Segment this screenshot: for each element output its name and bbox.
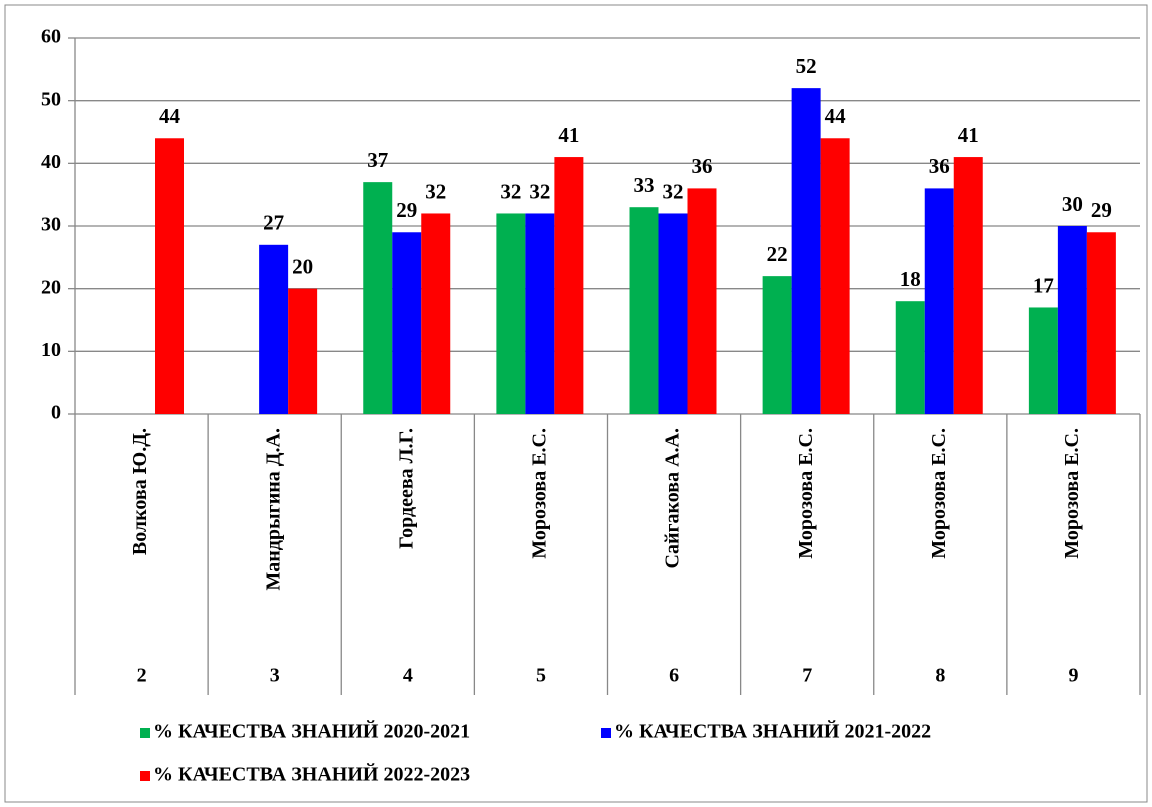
data-label: 36 xyxy=(929,154,950,178)
data-label: 18 xyxy=(900,267,921,291)
data-label: 20 xyxy=(292,254,313,278)
bar xyxy=(392,232,422,414)
bar xyxy=(629,207,659,414)
legend-label: % КАЧЕСТВА ЗНАНИЙ 2020-2021 xyxy=(153,720,470,743)
data-label: 32 xyxy=(663,179,684,203)
x-group-label: 3 xyxy=(270,665,280,687)
data-label: 22 xyxy=(767,242,788,266)
x-tick-label: Гордеева Л.Г. xyxy=(395,428,417,549)
bar xyxy=(525,213,555,414)
legend-swatch xyxy=(140,771,150,781)
x-tick-label: Сайгакова А.А. xyxy=(662,428,684,569)
legend-swatch xyxy=(140,728,150,738)
x-group-label: 5 xyxy=(536,665,546,687)
bar xyxy=(421,213,451,414)
data-label: 36 xyxy=(692,154,713,178)
data-label: 32 xyxy=(425,179,446,203)
data-label: 33 xyxy=(634,173,655,197)
x-tick-label: Волкова Ю.Д. xyxy=(129,428,151,555)
y-tick-label: 10 xyxy=(41,339,61,361)
data-label: 41 xyxy=(558,123,579,147)
x-tick-label: Морозова Е.С. xyxy=(1061,428,1083,559)
legend-swatch xyxy=(601,728,611,738)
bar xyxy=(791,88,821,414)
bar xyxy=(658,213,688,414)
bar xyxy=(259,244,289,414)
bar xyxy=(762,276,792,414)
x-tick-label: Морозова Е.С. xyxy=(529,428,551,559)
data-label: 17 xyxy=(1033,273,1054,297)
bar xyxy=(895,301,925,414)
x-tick-label: Морозова Е.С. xyxy=(795,428,817,559)
y-tick-label: 20 xyxy=(41,276,61,298)
bar xyxy=(1028,307,1058,414)
bar xyxy=(155,138,184,414)
data-label: 37 xyxy=(367,148,388,172)
data-label: 44 xyxy=(159,104,181,128)
bar xyxy=(953,157,983,415)
x-tick-label: Мандрыгина Д.А. xyxy=(262,428,284,591)
data-label: 27 xyxy=(263,211,284,235)
data-label: 32 xyxy=(500,179,521,203)
bar xyxy=(687,188,717,414)
data-label: 30 xyxy=(1062,192,1083,216)
x-group-label: 2 xyxy=(137,665,147,687)
bar xyxy=(288,288,318,414)
x-group-label: 4 xyxy=(403,665,413,687)
bar xyxy=(496,213,526,414)
bar xyxy=(554,157,584,415)
y-tick-label: 40 xyxy=(41,151,61,173)
x-group-label: 9 xyxy=(1068,665,1078,687)
bar xyxy=(1057,226,1087,414)
y-tick-label: 30 xyxy=(41,214,61,236)
data-label: 52 xyxy=(796,54,817,78)
y-tick-label: 60 xyxy=(41,26,61,48)
data-label: 29 xyxy=(396,198,417,222)
data-label: 29 xyxy=(1091,198,1112,222)
x-group-label: 8 xyxy=(935,665,945,687)
bar xyxy=(924,188,954,414)
x-group-label: 7 xyxy=(802,665,812,687)
legend-label: % КАЧЕСТВА ЗНАНИЙ 2021-2022 xyxy=(614,720,931,743)
data-label: 32 xyxy=(529,179,550,203)
bar xyxy=(1086,232,1116,414)
y-tick-label: 50 xyxy=(41,88,61,110)
data-label: 44 xyxy=(825,104,847,128)
y-tick-label: 0 xyxy=(51,402,61,424)
data-label: 41 xyxy=(958,123,979,147)
bar xyxy=(820,138,850,414)
x-tick-label: Морозова Е.С. xyxy=(928,428,950,559)
x-group-label: 6 xyxy=(669,665,679,687)
legend-label: % КАЧЕСТВА ЗНАНИЙ 2022-2023 xyxy=(153,763,470,786)
bar xyxy=(363,182,393,414)
